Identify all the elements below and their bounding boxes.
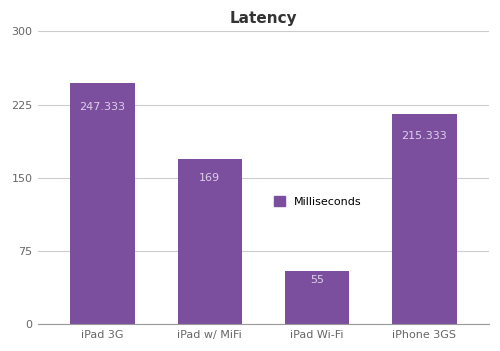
Text: 247.333: 247.333	[80, 102, 126, 112]
Bar	[178, 159, 242, 324]
Text: 169: 169	[199, 173, 220, 183]
Text: 215.333: 215.333	[402, 131, 448, 141]
Bar	[70, 83, 134, 324]
Legend: Milliseconds: Milliseconds	[270, 192, 366, 211]
Bar	[285, 271, 350, 324]
Title: Latency: Latency	[230, 11, 297, 26]
Text: 55: 55	[310, 275, 324, 285]
Bar	[392, 114, 456, 324]
